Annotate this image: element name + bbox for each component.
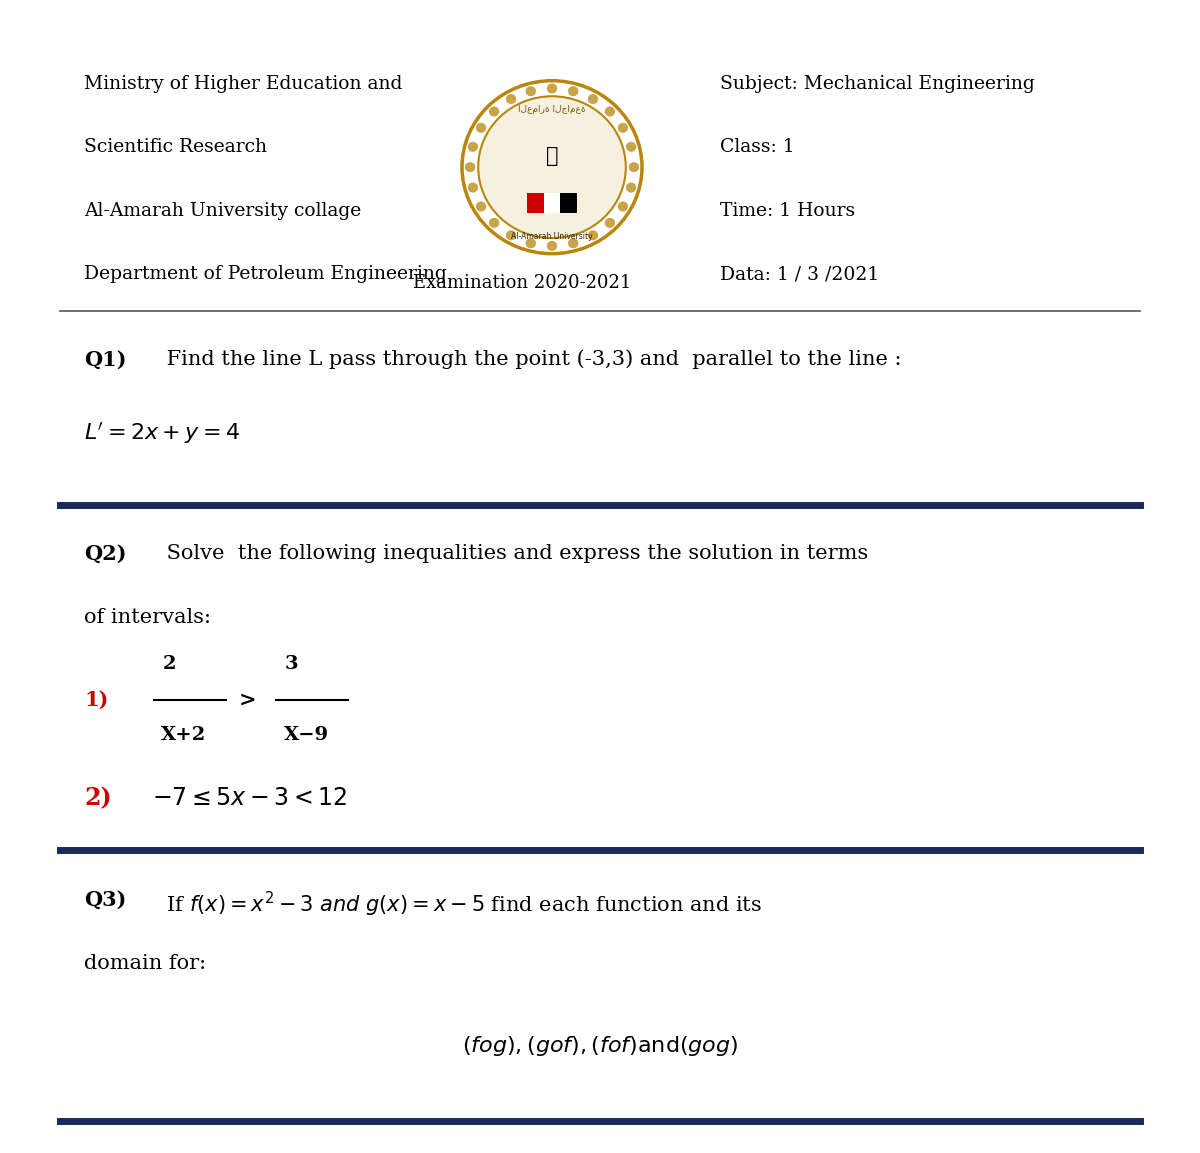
- Text: Q3): Q3): [84, 890, 126, 910]
- Text: 📖: 📖: [546, 145, 558, 166]
- Circle shape: [626, 183, 636, 193]
- Text: X−9: X−9: [283, 726, 329, 745]
- Circle shape: [569, 86, 578, 96]
- Text: >: >: [239, 689, 256, 710]
- Text: Q2): Q2): [84, 544, 126, 564]
- Text: Subject: Mechanical Engineering: Subject: Mechanical Engineering: [720, 75, 1034, 93]
- Bar: [544, 193, 560, 213]
- Text: العمارة الجامعة: العمارة الجامعة: [518, 105, 586, 114]
- Circle shape: [588, 231, 598, 240]
- Circle shape: [547, 84, 557, 93]
- Text: Department of Petroleum Engineering: Department of Petroleum Engineering: [84, 265, 446, 284]
- Text: Time: 1 Hours: Time: 1 Hours: [720, 202, 856, 220]
- Circle shape: [618, 123, 628, 133]
- Text: Scientific Research: Scientific Research: [84, 138, 266, 157]
- Text: 1): 1): [84, 689, 108, 710]
- Circle shape: [476, 123, 486, 133]
- Circle shape: [490, 218, 499, 227]
- Text: If $f(x) = x^2 - 3$ $\mathit{and}$ $g(x) = x - 5$ find each function and its: If $f(x) = x^2 - 3$ $\mathit{and}$ $g(x)…: [160, 890, 762, 919]
- Circle shape: [526, 239, 535, 248]
- Circle shape: [605, 107, 614, 116]
- Text: $(fog), (gof), (fof)\mathrm{and}(gog)$: $(fog), (gof), (fof)\mathrm{and}(gog)$: [462, 1034, 738, 1058]
- Text: 2): 2): [84, 786, 112, 809]
- Bar: [527, 193, 544, 213]
- Text: X+2: X+2: [161, 726, 206, 745]
- Circle shape: [466, 163, 475, 172]
- Text: Q1): Q1): [84, 349, 126, 369]
- Text: domain for:: domain for:: [84, 954, 206, 972]
- Circle shape: [476, 202, 486, 211]
- Text: $- 7 \leq 5x - 3 < 12$: $- 7 \leq 5x - 3 < 12$: [152, 786, 348, 809]
- Circle shape: [478, 97, 626, 239]
- Circle shape: [468, 183, 478, 193]
- Circle shape: [569, 239, 578, 248]
- Text: of intervals:: of intervals:: [84, 608, 211, 626]
- Text: 3: 3: [284, 655, 299, 673]
- Circle shape: [618, 202, 628, 211]
- Circle shape: [468, 142, 478, 151]
- Circle shape: [506, 231, 516, 240]
- Text: $L' = 2x + y = 4$: $L' = 2x + y = 4$: [84, 421, 240, 446]
- Text: Solve  the following inequalities and express the solution in terms: Solve the following inequalities and exp…: [160, 544, 868, 563]
- Text: 2: 2: [162, 655, 176, 673]
- Circle shape: [490, 107, 499, 116]
- Text: Find the line L pass through the point (-3,3) and  parallel to the line :: Find the line L pass through the point (…: [160, 349, 901, 369]
- Circle shape: [629, 163, 638, 172]
- Circle shape: [526, 86, 535, 96]
- Text: Class: 1: Class: 1: [720, 138, 794, 157]
- Text: Al-Amarah University: Al-Amarah University: [511, 232, 593, 241]
- Text: Al-Amarah University collage: Al-Amarah University collage: [84, 202, 361, 220]
- Text: Data: 1 / 3 /2021: Data: 1 / 3 /2021: [720, 265, 880, 284]
- Bar: [560, 193, 577, 213]
- Circle shape: [506, 95, 516, 104]
- Circle shape: [605, 218, 614, 227]
- Circle shape: [626, 142, 636, 151]
- Circle shape: [547, 241, 557, 250]
- Text: Ministry of Higher Education and: Ministry of Higher Education and: [84, 75, 402, 93]
- Circle shape: [588, 95, 598, 104]
- Text: Examination 2020-2021: Examination 2020-2021: [413, 274, 631, 293]
